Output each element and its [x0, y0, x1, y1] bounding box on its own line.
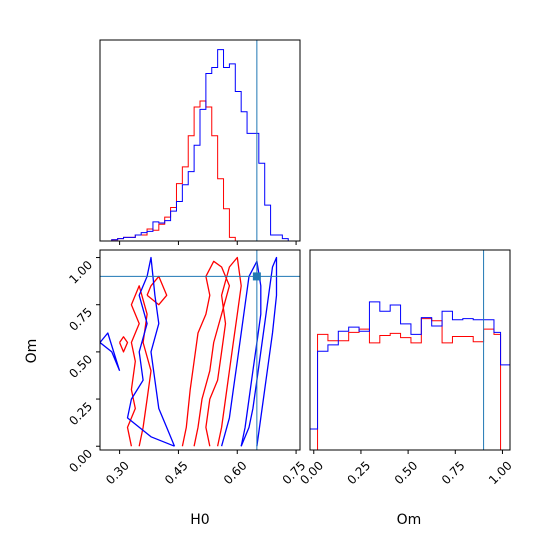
- contour-6: [100, 332, 121, 372]
- xlabel-h0: H0: [190, 512, 209, 528]
- contour-8: [240, 256, 278, 447]
- panel2d-xtick-label-2: 0.60: [221, 458, 250, 487]
- frame-2d: [99, 249, 301, 451]
- contour-2: [118, 336, 129, 353]
- contour-1: [146, 275, 168, 306]
- contours: [100, 256, 278, 447]
- truth-marker: [252, 272, 261, 281]
- hist-h0-series-1: [100, 49, 300, 242]
- panel2d-ytick-label-3: 0.75: [66, 305, 95, 334]
- panel2d-ytick-label-4: 1.00: [66, 258, 95, 287]
- panel-hist-h0: [99, 39, 301, 245]
- hist-om-xtick-label-1: 0.25: [344, 458, 373, 487]
- panel2d-ytick-label-0: 0.00: [66, 446, 95, 475]
- hist-om-xtick-label-4: 1.00: [486, 458, 515, 487]
- panel-2d-h0-om: 0.30 0.45 0.60 0.750.000.250.500.751.00: [66, 249, 308, 487]
- xlabel-om: Om: [397, 512, 422, 528]
- contour-3: [181, 260, 231, 447]
- hist-om-xtick-label-3: 0.75: [439, 458, 468, 487]
- panel2d-ytick-label-2: 0.50: [66, 352, 95, 381]
- frame-hist-om: [309, 249, 511, 451]
- panel-hist-om: 0.00 0.25 0.50 0.75 1.00: [297, 249, 515, 487]
- panel2d-xtick-label-0: 0.30: [103, 458, 132, 487]
- frame-hist-h0: [99, 39, 301, 242]
- contour-4: [205, 256, 242, 447]
- hist-om-series-1: [309, 301, 511, 450]
- ylabel-om: Om: [24, 339, 40, 364]
- panel2d-xtick-label-1: 0.45: [162, 458, 191, 487]
- hist-om-series-0: [310, 318, 510, 451]
- contour-0: [126, 285, 152, 447]
- hist-om-xtick-label-2: 0.50: [392, 458, 421, 487]
- panel2d-ytick-label-1: 0.25: [66, 399, 95, 428]
